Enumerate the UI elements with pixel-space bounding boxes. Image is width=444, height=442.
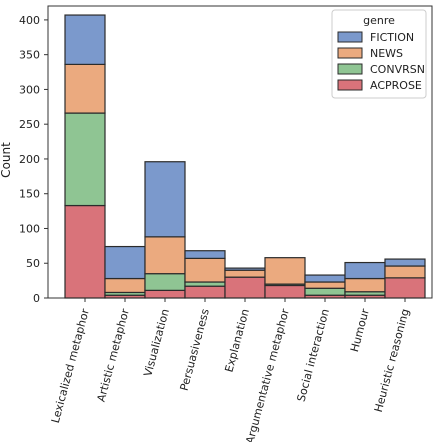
bar-news-7 xyxy=(344,277,386,293)
bar-convrsn-6 xyxy=(304,287,346,296)
legend-swatch-convrsn xyxy=(337,63,363,75)
y-tick-label: 400 xyxy=(19,14,40,27)
legend-label-fiction: FICTION xyxy=(370,31,414,44)
bar-news-3 xyxy=(184,257,226,283)
bar-fiction-8 xyxy=(384,258,426,267)
y-tick-label: 100 xyxy=(19,222,40,235)
bar-news-0 xyxy=(64,63,106,114)
legend: genre FICTION NEWS CONVRSN ACPROSE xyxy=(331,9,427,99)
y-tick-label: 0 xyxy=(33,292,40,305)
bar-news-4 xyxy=(224,269,266,278)
x-tick-label: Argumentative metaphor xyxy=(243,307,292,442)
bar-fiction-1 xyxy=(104,245,146,280)
bar-news-2 xyxy=(144,236,186,275)
bar-acprose-4 xyxy=(224,276,266,299)
x-tick-label: Persuasiveness xyxy=(178,307,212,392)
bar-news-6 xyxy=(304,281,346,289)
y-tick-label: 200 xyxy=(19,153,40,166)
x-tick-label: Heuristic reasoning xyxy=(372,307,412,413)
x-tick-label: Lexicalized metaphor xyxy=(49,307,92,425)
bar-fiction-7 xyxy=(344,261,386,280)
legend-label-acprose: ACPROSE xyxy=(370,79,422,92)
legend-title: genre xyxy=(363,14,395,27)
bar-acprose-8 xyxy=(384,277,426,299)
bar-acprose-0 xyxy=(64,204,106,299)
y-axis-title: Count xyxy=(0,142,13,178)
bar-acprose-5 xyxy=(264,284,306,299)
bar-fiction-3 xyxy=(184,250,226,259)
y-tick-label: 300 xyxy=(19,83,40,96)
legend-label-convrsn: CONVRSN xyxy=(370,63,425,76)
bar-convrsn-3 xyxy=(184,281,226,287)
y-tick-label: 350 xyxy=(19,49,40,62)
y-axis: 0 50 100 150 200 250 300 350 400 xyxy=(19,14,48,305)
y-tick-label: 150 xyxy=(19,188,40,201)
bar-fiction-4 xyxy=(224,267,266,271)
x-tick-label: Social interaction xyxy=(295,307,332,403)
plot-area xyxy=(47,5,433,299)
x-tick-label: Humour xyxy=(348,307,372,354)
bar-news-5 xyxy=(264,257,306,285)
bar-convrsn-2 xyxy=(144,273,186,291)
x-tick-label: Explanation xyxy=(223,307,252,373)
bar-news-1 xyxy=(104,277,146,294)
bar-news-8 xyxy=(384,265,426,279)
bar-fiction-0 xyxy=(64,14,106,65)
x-tick-label: Artistic metaphor xyxy=(95,307,132,403)
bar-fiction-2 xyxy=(144,161,186,238)
bar-convrsn-0 xyxy=(64,112,106,207)
y-tick-label: 50 xyxy=(26,257,40,270)
legend-swatch-acprose xyxy=(337,79,363,91)
x-axis: Lexicalized metaphor Artistic metaphor Vis… xyxy=(49,298,412,442)
bar-acprose-3 xyxy=(184,285,226,299)
legend-swatch-fiction xyxy=(337,31,363,43)
bar-acprose-2 xyxy=(144,289,186,299)
legend-label-news: NEWS xyxy=(370,47,403,60)
bar-fiction-6 xyxy=(304,274,346,283)
y-tick-label: 250 xyxy=(19,118,40,131)
legend-swatch-news xyxy=(337,47,363,59)
x-tick-label: Visualization xyxy=(141,307,172,378)
